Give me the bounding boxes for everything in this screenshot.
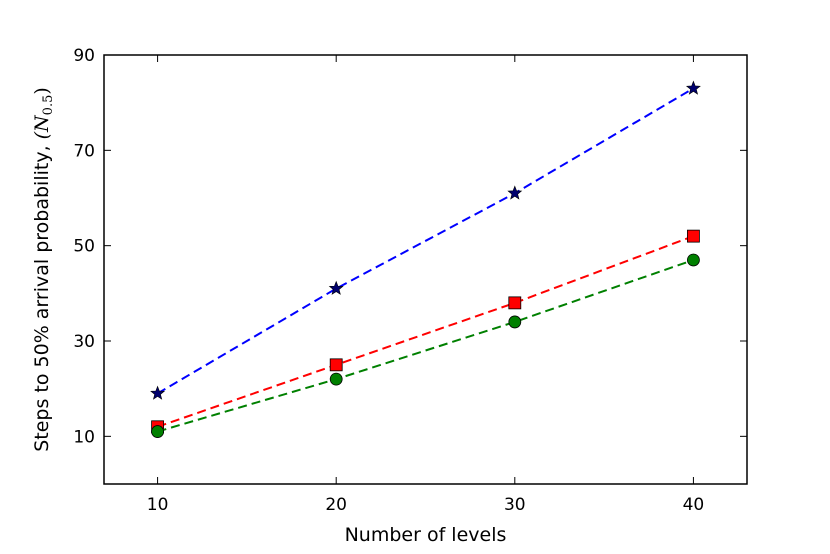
y-tick-label-10: 10 [73,427,95,447]
y-tick-label-90: 90 [73,46,95,66]
data-point-red-square-40 [687,229,700,243]
x-tick-label-20: 20 [325,495,347,515]
y-axis-label-math: (N [31,114,53,139]
series-line-red-square [157,235,694,428]
y-tick-label-30: 30 [73,332,95,352]
data-point-red-square-20 [329,358,343,372]
data-point-green-circle-20 [329,372,343,386]
x-axis-label: Number of levels [345,524,507,546]
y-axis-label-subscript: 0.5 [41,95,56,116]
y-tick-label-70: 70 [73,141,95,161]
data-point-green-circle-40 [687,253,700,267]
y-tick-label-50: 50 [73,237,95,257]
y-axis-label-close: ) [31,87,53,94]
x-tick-label-30: 30 [504,495,526,515]
data-point-blue-star-20 [328,280,344,295]
plot-area [150,80,701,438]
data-point-blue-star-30 [507,185,523,200]
series-line-green-circle [157,259,694,433]
data-point-blue-star-10 [150,385,166,400]
y-axis-label: Steps to 50% arrival probability, (N0.5) [31,87,56,452]
x-tick-label-10: 10 [147,495,169,515]
axis-ticks: 10 20 30 40 10 30 50 70 90 [73,46,747,515]
y-axis-label-text: Steps to 50% arrival probability, [31,139,53,451]
data-point-green-circle-30 [508,315,522,329]
data-point-blue-star-40 [685,80,701,95]
data-point-red-square-30 [508,296,522,310]
plot-frame [103,54,748,485]
data-point-green-circle-10 [151,425,164,438]
series-line-blue-star [157,87,694,395]
x-tick-label-40: 40 [683,495,705,515]
